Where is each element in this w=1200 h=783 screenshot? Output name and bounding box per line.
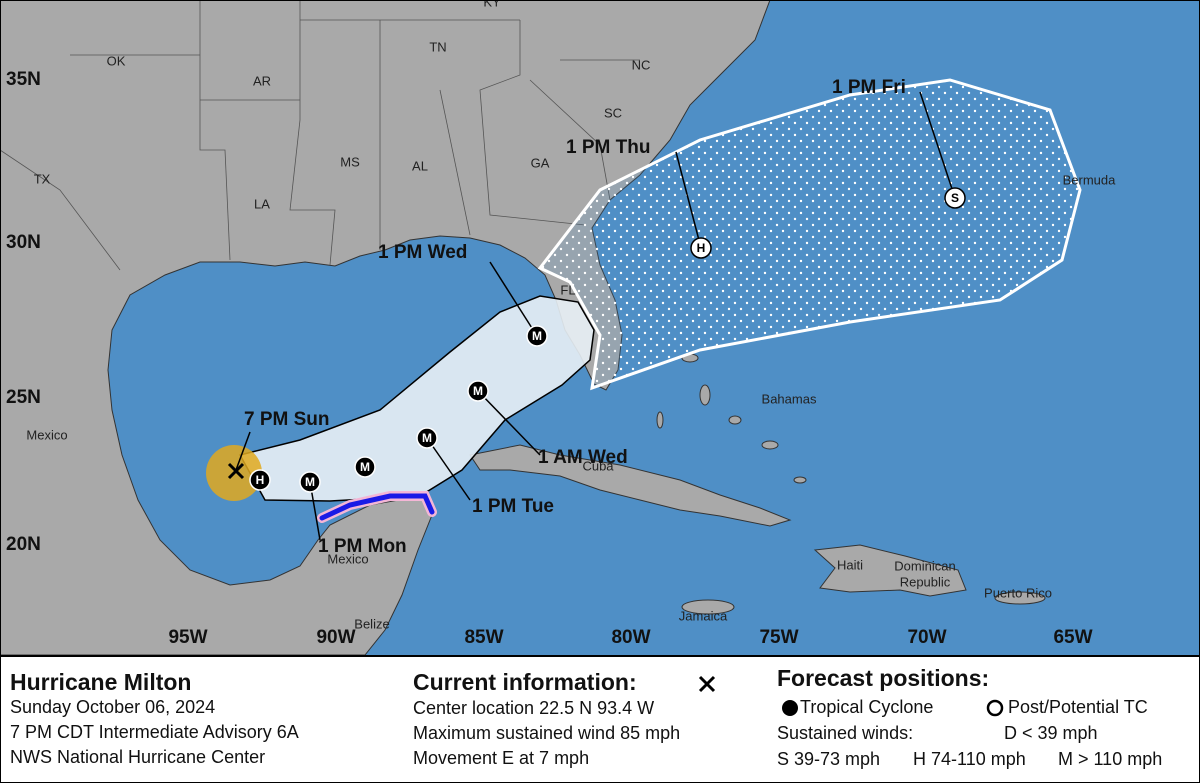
forecast-point bbox=[416, 427, 438, 449]
place-label: Dominican bbox=[894, 558, 955, 573]
jamaica bbox=[681, 599, 735, 615]
h-range: H 74-110 mph bbox=[913, 749, 1026, 769]
date: Sunday October 06, 2024 bbox=[10, 697, 215, 717]
place-label: FL bbox=[560, 282, 575, 297]
lon-label: 95W bbox=[168, 627, 207, 648]
forecast-label: 1 PM Mon bbox=[318, 536, 407, 557]
forecast-point bbox=[299, 471, 321, 493]
lon-label: 85W bbox=[464, 627, 503, 648]
leader-line bbox=[477, 390, 541, 456]
lon-label: 70W bbox=[907, 627, 946, 648]
sustained-winds: Sustained winds: bbox=[777, 723, 913, 743]
forecast-label: 1 PM Fri bbox=[832, 77, 906, 98]
place-label: AL bbox=[412, 158, 428, 173]
place-label: Mexico bbox=[26, 427, 67, 442]
cone-stipple bbox=[540, 80, 1080, 388]
storm-name: Hurricane Milton bbox=[10, 669, 191, 695]
place-label: LA bbox=[254, 196, 270, 211]
forecast-label: 1 PM Tue bbox=[472, 496, 554, 517]
puerto-rico bbox=[994, 591, 1046, 605]
place-label: Bahamas bbox=[762, 391, 817, 406]
forecast-label: 1 PM Thu bbox=[566, 137, 650, 158]
leader-line bbox=[675, 151, 702, 249]
lat-label: 35N bbox=[6, 69, 41, 90]
point-letter: H bbox=[256, 473, 265, 487]
lat-label: 30N bbox=[6, 232, 41, 253]
m-range: M > 110 mph bbox=[1058, 749, 1162, 769]
leader-line bbox=[489, 261, 538, 337]
forecast-point bbox=[249, 469, 271, 491]
post-tc-icon bbox=[986, 699, 1004, 717]
place-label: SC bbox=[604, 105, 622, 120]
lon-label: 65W bbox=[1053, 627, 1092, 648]
legend-panel bbox=[0, 656, 1200, 783]
s-range: S 39-73 mph bbox=[777, 749, 880, 769]
place-label: Puerto Rico bbox=[984, 585, 1052, 600]
point-letter: M bbox=[473, 384, 483, 398]
forecast-title: Forecast positions: bbox=[777, 665, 989, 691]
place-label: Republic bbox=[900, 574, 951, 589]
place-label: Belize bbox=[354, 616, 389, 631]
place-label: OK bbox=[107, 53, 126, 68]
point-letter: M bbox=[422, 431, 432, 445]
place-label: Cuba bbox=[582, 458, 614, 473]
place-label: Mexico bbox=[327, 551, 368, 566]
forecast-point bbox=[467, 380, 489, 402]
point-letter: M bbox=[360, 460, 370, 474]
lat-label: 25N bbox=[6, 387, 41, 408]
advisory: 7 PM CDT Intermediate Advisory 6A bbox=[10, 722, 299, 742]
forecast-label: 1 AM Wed bbox=[538, 447, 628, 468]
current-position-x bbox=[227, 462, 245, 480]
state-borders bbox=[0, 0, 640, 271]
forecast-point bbox=[526, 325, 548, 347]
forecast-point bbox=[690, 237, 712, 259]
current-title: Current information: bbox=[413, 669, 637, 695]
place-label: GA bbox=[531, 155, 550, 170]
place-label: TX bbox=[34, 171, 51, 186]
tropical-cyclone: Tropical Cyclone bbox=[800, 697, 933, 717]
lat-label: 20N bbox=[6, 534, 41, 555]
place-label: NC bbox=[632, 57, 651, 72]
forecast-label: 7 PM Sun bbox=[244, 409, 330, 430]
center-name: NWS National Hurricane Center bbox=[10, 747, 265, 767]
lon-label: 75W bbox=[759, 627, 798, 648]
place-label: TN bbox=[429, 39, 446, 54]
place-label: MS bbox=[340, 154, 360, 169]
leader-line bbox=[235, 431, 251, 471]
forecast-label: 1 PM Wed bbox=[378, 242, 467, 263]
point-letter: S bbox=[951, 191, 959, 205]
cuba bbox=[469, 444, 792, 527]
post-tc: Post/Potential TC bbox=[1008, 697, 1148, 717]
center-location: Center location 22.5 N 93.4 W bbox=[413, 698, 654, 718]
place-label: Jamaica bbox=[679, 608, 728, 623]
lon-label: 80W bbox=[611, 627, 650, 648]
map-area: 35N 30N 25N 20N 95W 90W 85W 80W 75W 70W 65W KY OK AR T… bbox=[0, 0, 1200, 655]
warning-line bbox=[319, 493, 435, 521]
point-letter: M bbox=[305, 475, 315, 489]
place-label: Bermuda bbox=[1063, 172, 1117, 187]
lon-label: 90W bbox=[316, 627, 355, 648]
place-label: KY bbox=[483, 0, 501, 9]
point-letter: H bbox=[697, 241, 706, 255]
place-label: Haiti bbox=[837, 557, 863, 572]
tc-icon bbox=[782, 700, 798, 716]
leader-line bbox=[919, 91, 956, 199]
d-range: D < 39 mph bbox=[1004, 723, 1098, 743]
place-label: AR bbox=[253, 73, 271, 88]
max-wind: Maximum sustained wind 85 mph bbox=[413, 723, 680, 743]
point-letter: M bbox=[532, 329, 542, 343]
movement: Movement E at 7 mph bbox=[413, 748, 589, 768]
bahamas bbox=[656, 353, 807, 484]
forecast-point bbox=[354, 456, 376, 478]
forecast-point bbox=[944, 187, 966, 209]
hispaniola bbox=[813, 544, 967, 597]
leader-line bbox=[426, 437, 471, 501]
current-x-icon bbox=[698, 675, 716, 693]
